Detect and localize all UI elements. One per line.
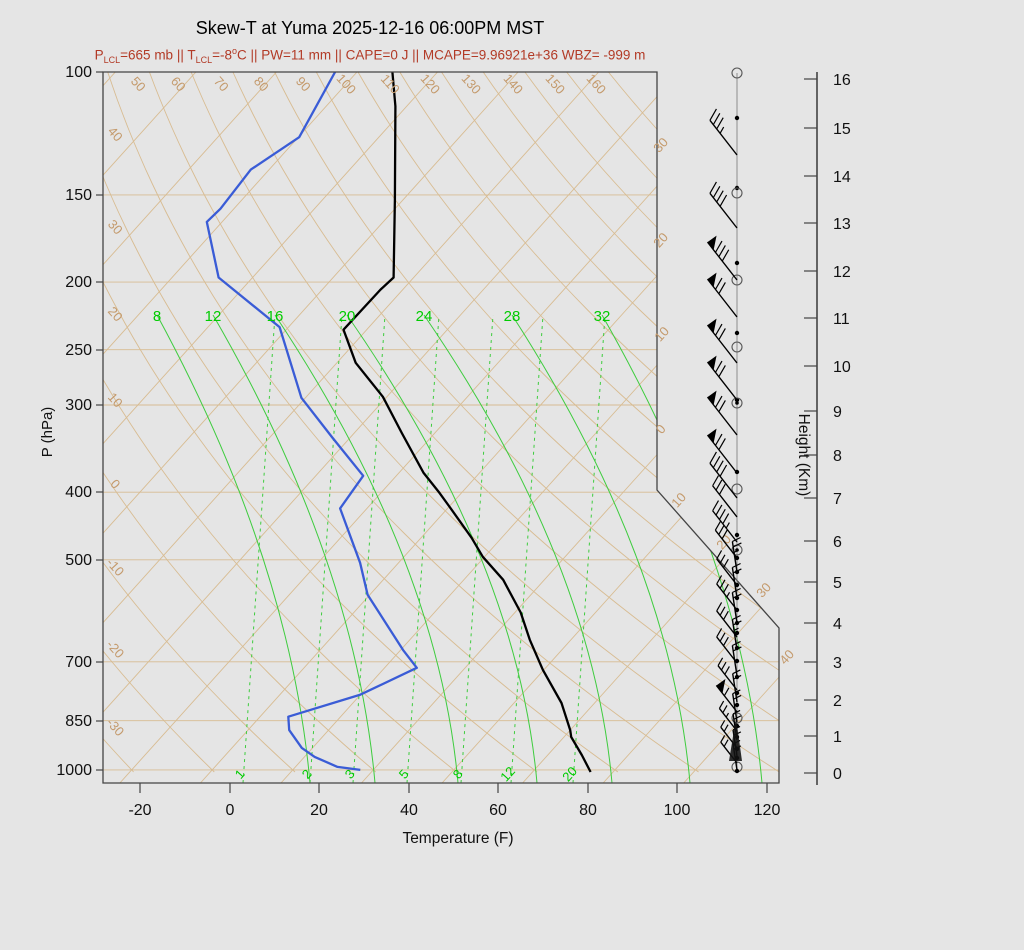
- svg-text:20: 20: [105, 304, 126, 325]
- temperature-trace: [342, 72, 592, 773]
- svg-text:12: 12: [497, 764, 518, 785]
- svg-text:150: 150: [543, 71, 569, 97]
- svg-text:14: 14: [833, 169, 851, 186]
- svg-text:11: 11: [833, 311, 850, 328]
- svg-text:12: 12: [833, 264, 851, 281]
- svg-text:10: 10: [105, 390, 126, 411]
- svg-text:60: 60: [168, 74, 189, 95]
- svg-text:140: 140: [501, 71, 527, 97]
- svg-text:80: 80: [579, 802, 597, 819]
- svg-text:0: 0: [833, 766, 842, 783]
- svg-text:-30: -30: [103, 715, 127, 739]
- svg-text:32: 32: [594, 308, 611, 325]
- svg-text:20: 20: [650, 230, 671, 251]
- svg-text:13: 13: [833, 216, 851, 233]
- svg-text:30: 30: [650, 135, 671, 156]
- temperature-axis: -20 0 20 40 60 80 100 120 Temperature (F): [128, 783, 780, 847]
- svg-text:200: 200: [65, 274, 92, 291]
- svg-text:20: 20: [310, 802, 328, 819]
- low-level-barb-cluster: [729, 718, 742, 761]
- pressure-axis: 100 150 200 250 300 400 500 700 850 1000 P (hPa): [39, 64, 103, 779]
- svg-text:-20: -20: [128, 802, 151, 819]
- svg-text:20: 20: [559, 764, 580, 785]
- svg-text:28: 28: [504, 308, 521, 325]
- svg-text:110: 110: [378, 71, 403, 96]
- svg-text:100: 100: [664, 802, 691, 819]
- height-axis-label: Height (Km): [795, 414, 812, 497]
- svg-text:20: 20: [339, 308, 356, 325]
- svg-text:10: 10: [833, 359, 851, 376]
- svg-text:700: 700: [65, 654, 92, 671]
- dewpoint-trace: [205, 72, 418, 772]
- svg-text:16: 16: [267, 308, 284, 325]
- svg-text:24: 24: [416, 308, 433, 325]
- svg-text:160: 160: [584, 71, 610, 97]
- svg-text:1: 1: [833, 729, 842, 746]
- svg-text:10: 10: [651, 324, 672, 345]
- svg-text:6: 6: [833, 534, 842, 551]
- svg-text:80: 80: [251, 74, 272, 95]
- svg-text:50: 50: [128, 74, 149, 95]
- wind-barbs: [706, 67, 743, 774]
- svg-text:16: 16: [833, 72, 851, 89]
- svg-text:10: 10: [668, 490, 689, 511]
- svg-text:130: 130: [459, 71, 485, 97]
- svg-text:2: 2: [299, 766, 315, 781]
- svg-text:120: 120: [754, 802, 781, 819]
- plot-frame: [102, 71, 780, 784]
- svg-text:8: 8: [153, 308, 161, 325]
- svg-text:120: 120: [418, 71, 444, 97]
- svg-text:7: 7: [833, 491, 842, 508]
- svg-text:3: 3: [833, 655, 842, 672]
- svg-text:2: 2: [833, 693, 842, 710]
- svg-text:0: 0: [653, 421, 669, 436]
- svg-text:250: 250: [65, 342, 92, 359]
- svg-text:400: 400: [65, 484, 92, 501]
- svg-text:1: 1: [232, 766, 248, 781]
- chart-subtitle: PLCL=665 mb || TLCL=-8oC || PW=11 mm || …: [94, 46, 646, 66]
- svg-text:8: 8: [833, 448, 842, 465]
- svg-text:-10: -10: [103, 555, 127, 579]
- svg-text:30: 30: [753, 580, 774, 601]
- svg-text:5: 5: [396, 766, 412, 781]
- svg-text:0: 0: [107, 476, 123, 491]
- svg-text:4: 4: [833, 616, 842, 633]
- svg-text:9: 9: [833, 404, 842, 421]
- svg-text:1000: 1000: [56, 762, 92, 779]
- chart-title: Skew-T at Yuma 2025-12-16 06:00PM MST: [195, 18, 545, 38]
- svg-text:100: 100: [65, 64, 92, 81]
- sounding-traces: [205, 72, 592, 773]
- svg-text:60: 60: [489, 802, 507, 819]
- pressure-axis-label: P (hPa): [39, 407, 56, 458]
- svg-text:40: 40: [400, 802, 418, 819]
- svg-text:30: 30: [105, 217, 126, 238]
- svg-text:40: 40: [105, 124, 126, 145]
- svg-text:5: 5: [833, 575, 842, 592]
- moist-adiabat-labels: 8 12 16 20 24 28 32: [153, 308, 611, 325]
- grid-isolines: [103, 72, 779, 783]
- svg-text:0: 0: [226, 802, 235, 819]
- svg-text:850: 850: [65, 713, 92, 730]
- svg-text:300: 300: [65, 397, 92, 414]
- mixing-ratio-labels: 1 2 3 5 8 12 20: [232, 764, 580, 785]
- svg-text:500: 500: [65, 552, 92, 569]
- svg-text:90: 90: [293, 74, 314, 95]
- temperature-axis-label: Temperature (F): [402, 830, 513, 847]
- svg-text:150: 150: [65, 187, 92, 204]
- svg-text:15: 15: [833, 121, 851, 138]
- svg-text:-20: -20: [103, 637, 127, 661]
- svg-text:12: 12: [205, 308, 222, 325]
- svg-text:100: 100: [334, 71, 360, 97]
- svg-text:8: 8: [450, 766, 466, 781]
- svg-text:70: 70: [211, 74, 232, 95]
